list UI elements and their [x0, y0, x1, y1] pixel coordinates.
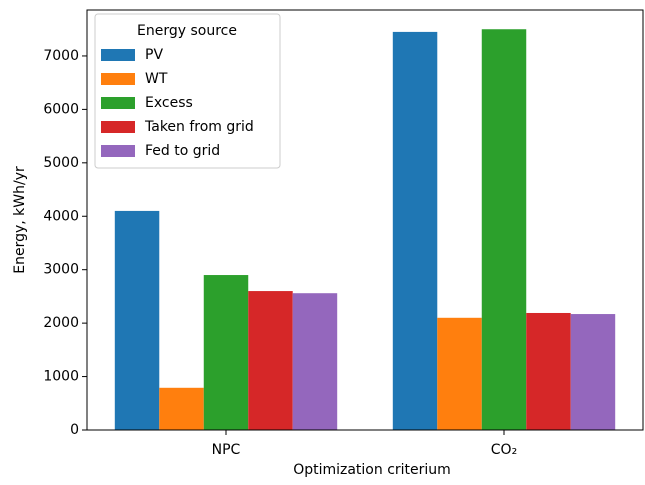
bar — [159, 387, 204, 430]
legend-box — [94, 13, 281, 169]
y-tick-label: 4000 — [43, 208, 79, 224]
legend-title: Energy source — [137, 23, 237, 39]
y-axis-label: Energy, kWh/yr — [12, 166, 28, 274]
legend-swatch — [101, 97, 135, 109]
bar — [437, 317, 482, 430]
y-tick-label: 2000 — [43, 315, 79, 331]
legend-label: PV — [145, 47, 163, 63]
legend-swatch — [101, 145, 135, 157]
legend-swatch — [101, 121, 135, 133]
x-axis-label: Optimization criterium — [293, 462, 451, 478]
legend-label: Excess — [145, 95, 193, 111]
bar — [292, 293, 338, 430]
y-tick-label: 7000 — [43, 48, 79, 64]
x-tick-label: CO₂ — [491, 442, 517, 458]
y-tick-label: 5000 — [43, 155, 79, 171]
legend-label: Taken from grid — [144, 119, 254, 135]
bar — [526, 312, 571, 430]
legend-label: Fed to grid — [145, 143, 220, 159]
y-tick-label: 1000 — [43, 369, 79, 385]
y-tick-label: 0 — [70, 422, 79, 438]
bar — [481, 29, 527, 431]
bar — [203, 275, 249, 430]
bar — [248, 291, 293, 430]
y-tick-label: 6000 — [43, 101, 79, 117]
legend-swatch — [101, 73, 135, 85]
bar — [114, 210, 160, 430]
legend-label: WT — [145, 71, 168, 87]
bar — [570, 314, 616, 430]
bar — [392, 31, 438, 431]
y-tick-label: 3000 — [43, 262, 79, 278]
legend-swatch — [101, 49, 135, 61]
x-tick-label: NPC — [212, 442, 241, 458]
plot-frame — [86, 9, 644, 431]
